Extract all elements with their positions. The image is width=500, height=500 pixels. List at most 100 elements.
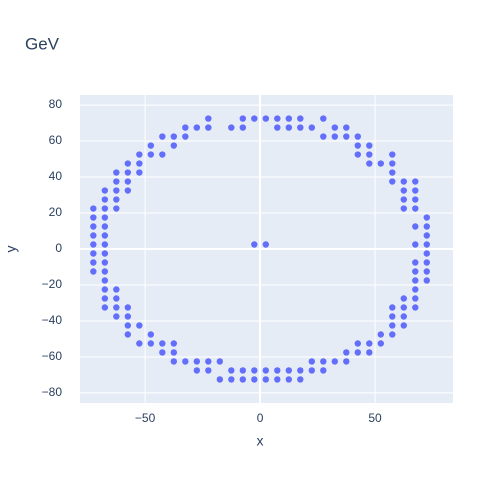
point [170,133,178,140]
point [412,277,419,284]
point [320,133,327,140]
y-tick-label: −20 [42,277,63,291]
point [124,322,132,329]
point [308,358,316,365]
point [228,367,235,374]
x-tick-label: −50 [135,411,156,425]
point [101,259,109,266]
point [366,151,373,158]
point [285,115,293,122]
point [101,241,109,248]
point [90,214,97,221]
point [423,232,430,239]
point [412,259,419,266]
point [343,133,350,140]
point [366,160,373,167]
point [412,241,419,248]
point [320,367,327,374]
point [239,367,247,374]
point [423,250,430,257]
point [251,376,258,383]
point [354,340,361,347]
point [159,349,166,356]
y-tick-label: 20 [49,205,63,219]
point [412,178,419,185]
point [308,367,316,374]
point [331,133,338,140]
point [182,124,189,131]
point [113,169,120,176]
y-tick-label: 60 [49,133,63,147]
point [262,241,270,248]
point [251,367,258,374]
point [113,295,120,302]
point [320,115,327,122]
point [101,205,109,212]
point [124,178,132,185]
point [297,124,304,131]
point [136,169,143,176]
point [389,151,396,158]
point [101,286,109,293]
point [170,142,178,149]
point [147,142,155,149]
point [90,232,97,239]
point [205,358,212,365]
point [193,124,201,131]
point [136,160,143,167]
point [101,187,109,194]
y-tick-label: −80 [42,385,63,399]
point [193,367,201,374]
point [136,340,143,347]
point [205,367,212,374]
point [90,205,97,212]
point [389,178,396,185]
point [389,169,396,176]
point [366,142,373,149]
y-tick-label: 80 [49,97,63,111]
point [400,187,407,194]
point [113,205,120,212]
point [228,376,235,383]
point [366,340,373,347]
point [423,259,430,266]
point [308,124,316,131]
point [354,151,361,158]
point [101,232,109,239]
point [216,376,224,383]
point [400,205,407,212]
point [412,187,419,194]
point [423,241,430,248]
point [297,367,304,374]
point [159,133,166,140]
point [239,124,247,131]
point [331,358,338,365]
point [113,196,120,203]
point [124,169,132,176]
point [101,196,109,203]
point [412,196,419,203]
point [101,304,109,311]
point [412,268,419,275]
point [147,331,155,338]
point [124,313,132,320]
y-tick-label: −40 [42,313,63,327]
point [239,115,247,122]
point [262,115,270,122]
point [113,286,120,293]
point [262,376,270,383]
point [285,124,293,131]
point [136,151,143,158]
point [182,133,189,140]
point [101,223,109,230]
point [412,295,419,302]
point [205,115,212,122]
y-tick-label: −60 [42,349,63,363]
point [331,124,338,131]
point [136,322,143,329]
point [262,367,270,374]
point [389,160,396,167]
x-tick-label: 0 [257,411,264,425]
point [90,250,97,257]
point [124,331,132,338]
